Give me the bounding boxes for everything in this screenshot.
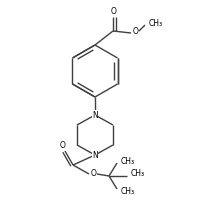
Text: N: N (92, 150, 97, 159)
Text: O: O (60, 141, 66, 150)
Text: O: O (91, 168, 96, 178)
Text: CH₃: CH₃ (130, 170, 144, 178)
Text: O: O (132, 28, 138, 37)
Text: N: N (92, 111, 97, 120)
Text: CH₃: CH₃ (120, 187, 134, 196)
Text: CH₃: CH₃ (120, 157, 134, 166)
Text: O: O (111, 7, 116, 16)
Text: CH₃: CH₃ (148, 18, 162, 28)
